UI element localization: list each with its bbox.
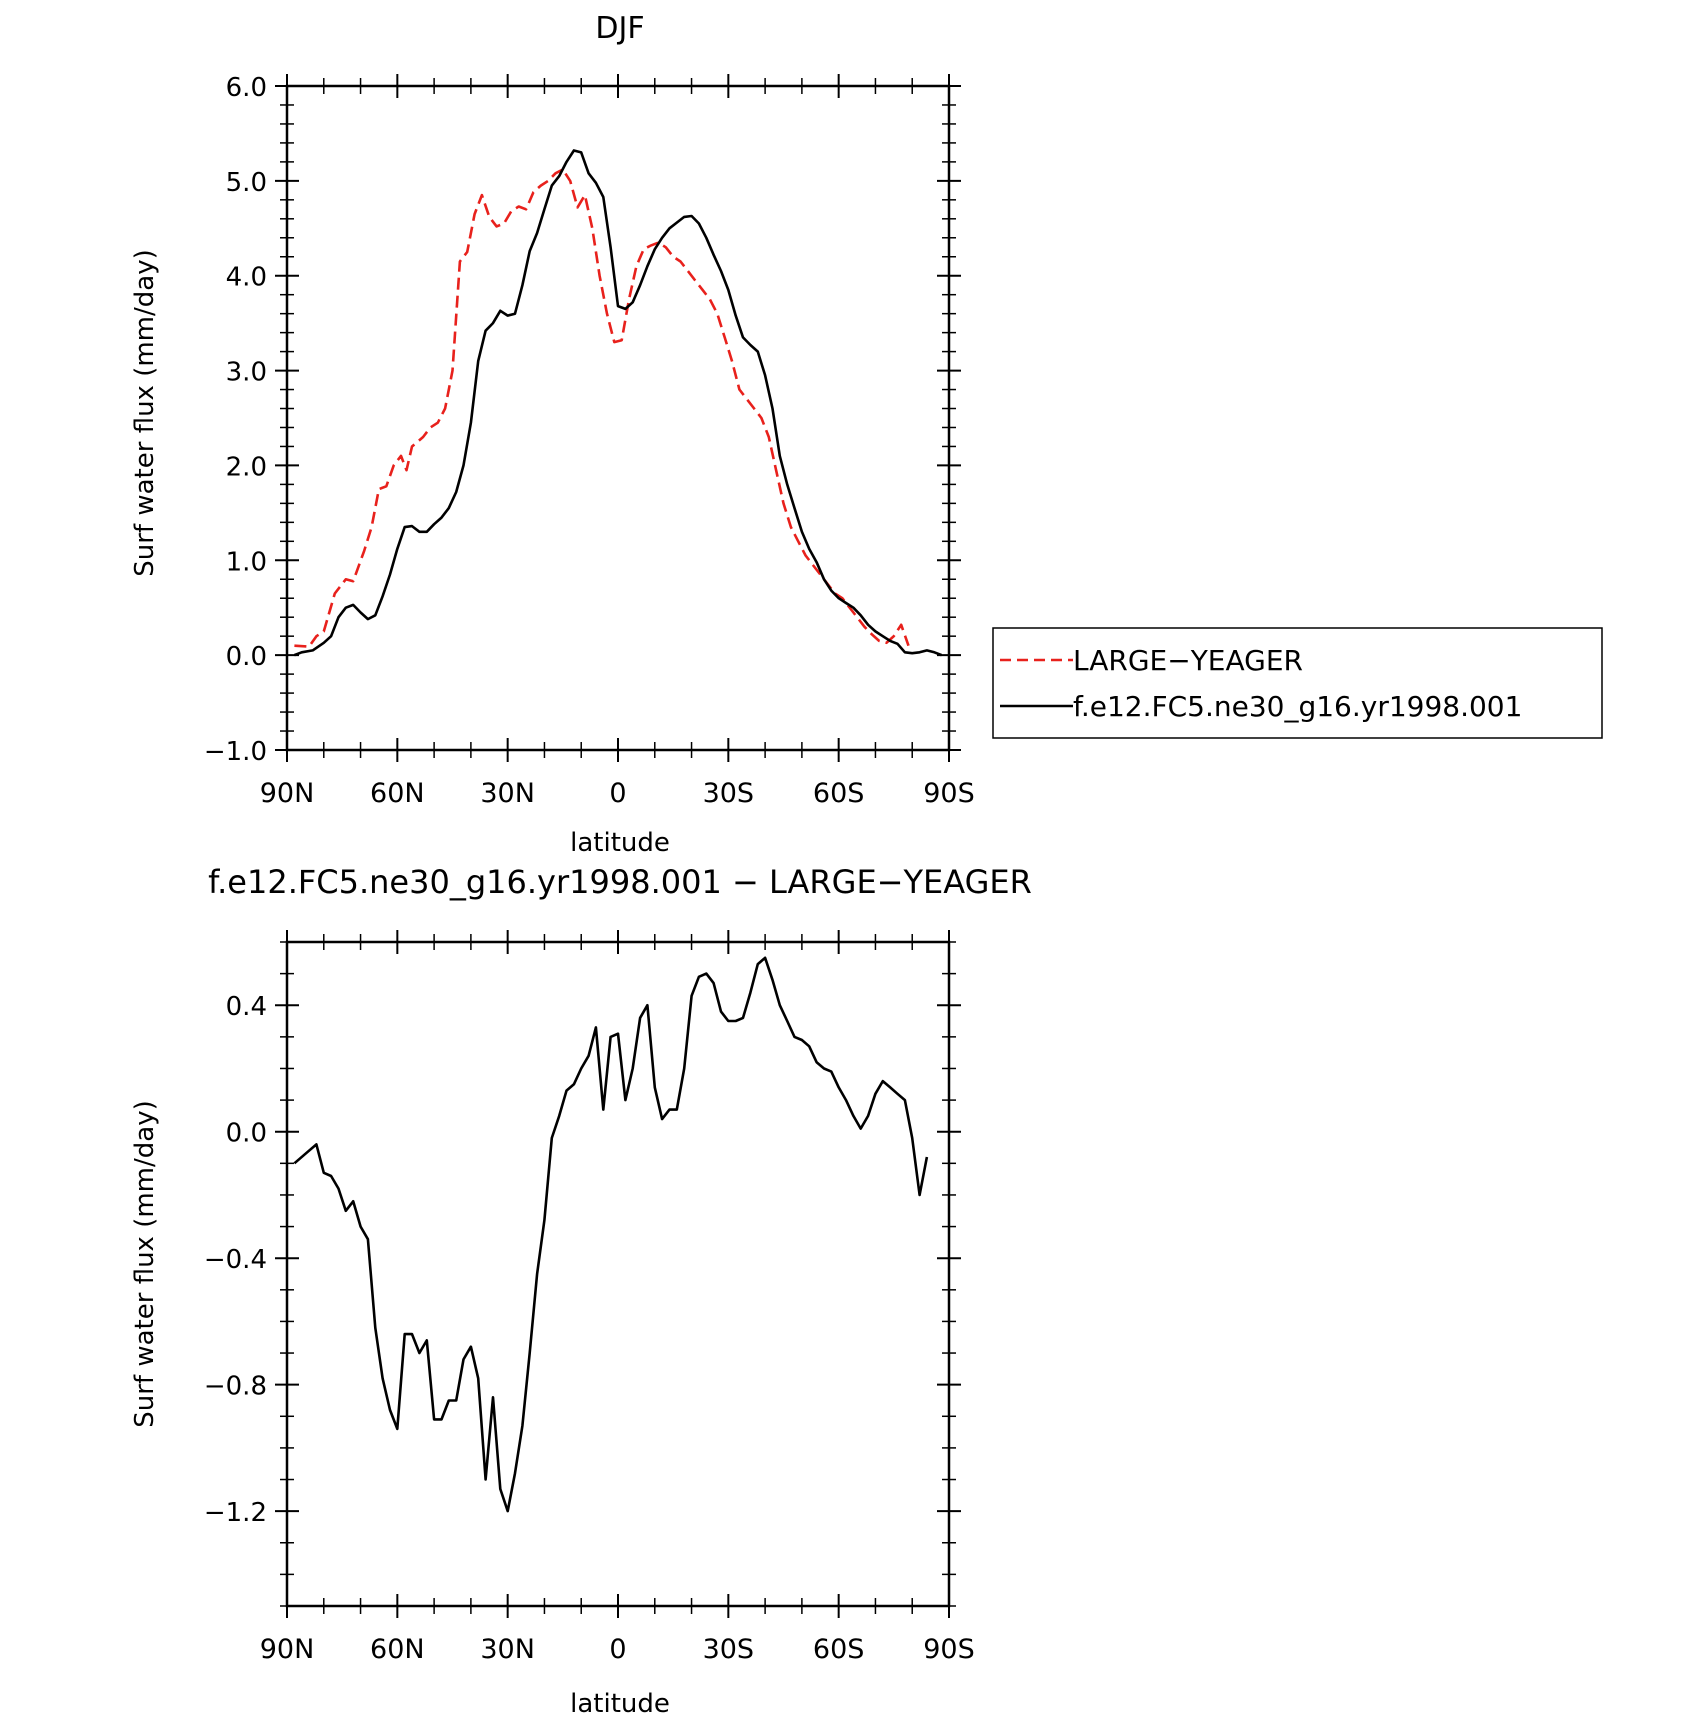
diff-ytick-label: −0.8 [204,1372,267,1402]
djf-xtick-label: 60N [370,778,425,809]
legend-label-large-yeager: LARGE−YEAGER [1073,644,1303,677]
djf-xtick-label: 30S [703,778,755,809]
djf-xtick-label: 90S [923,778,975,809]
djf-ytick-label: 0.0 [226,642,267,672]
djf-ytick-label: 1.0 [226,547,267,577]
djf-xtick-label: 90N [260,778,315,809]
chart-difference: f.e12.FC5.ne30_g16.yr1998.001 − LARGE−YE… [130,863,1032,1719]
diff-xtick-label: 30N [480,1634,535,1665]
djf-ytick-label: 4.0 [226,263,267,293]
chart-djf-xlabel: latitude [570,828,670,858]
djf-ytick-label: 2.0 [226,452,267,482]
diff-xtick-label: 0 [609,1634,626,1665]
chart-djf-title: DJF [595,11,644,46]
djf-xtick-label: 60S [813,778,865,809]
diff-series-line-difference [293,956,929,1513]
chart-difference-title: f.e12.FC5.ne30_g16.yr1998.001 − LARGE−YE… [208,863,1032,901]
chart-djf-ylabel: Surf water flux (mm/day) [130,249,160,576]
chart-djf-plot-area: −1.0 0.0 1.0 2.0 3.0 4.0 5.0 6.0 90N 60N 30N 0 30S 60… [204,73,975,809]
djf-ytick-label: −1.0 [204,737,267,767]
djf-ytick-label: 6.0 [226,73,267,103]
djf-series-line-large-yeager [294,168,910,648]
diff-ytick-label: 0.0 [226,1119,267,1149]
chart-djf: DJF −1.0 0.0 1.0 2.0 3.0 4.0 5.0 6.0 90N 60N 30N 0 3… [130,11,1603,858]
chart-difference-xlabel: latitude [570,1689,670,1719]
diff-ytick-label: 0.4 [226,992,267,1022]
legend-box [992,627,1603,739]
diff-xtick-label: 30S [703,1634,755,1665]
djf-ytick-label: 5.0 [226,168,267,198]
diff-ytick-label: −0.4 [204,1245,267,1275]
chart-djf-legend: LARGE−YEAGER f.e12.FC5.ne30_g16.yr1998.0… [992,627,1603,739]
djf-series-line-f-e12-fc5-ne30-g16-yr1998-001 [293,149,943,657]
legend-label-model: f.e12.FC5.ne30_g16.yr1998.001 [1073,690,1522,723]
diff-xtick-label: 90S [923,1634,975,1665]
djf-ytick-label: 3.0 [226,358,267,388]
diff-xtick-label: 60N [370,1634,425,1665]
chart-difference-ylabel: Surf water flux (mm/day) [130,1100,160,1427]
chart-difference-plot-area: −1.2 −0.8 −0.4 0.0 0.4 90N 60N 30N 0 30S 60S 90S [204,930,975,1665]
diff-xtick-label: 60S [813,1634,865,1665]
diff-xtick-label: 90N [260,1634,315,1665]
djf-xtick-label: 30N [480,778,535,809]
djf-xtick-label: 0 [609,778,626,809]
diff-ytick-label: −1.2 [204,1498,267,1528]
